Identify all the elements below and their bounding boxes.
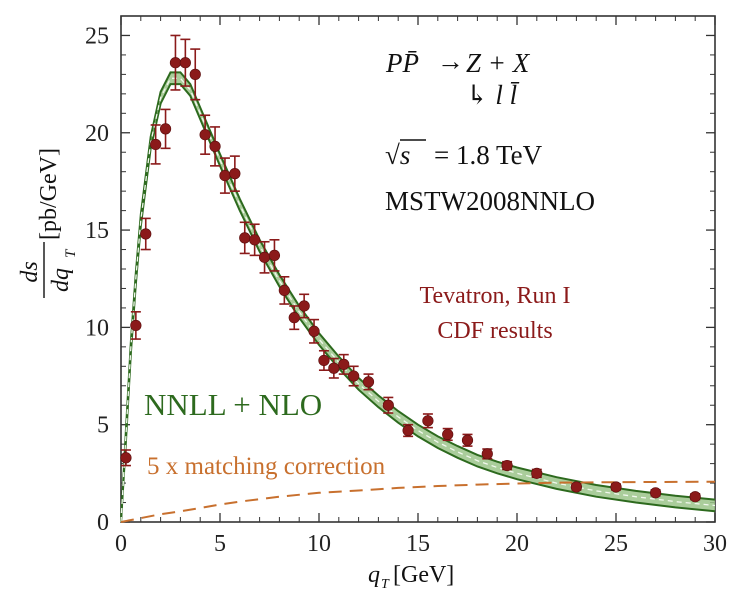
y-tick-label: 25 bbox=[85, 23, 109, 49]
x-tick-label: 30 bbox=[703, 531, 727, 557]
cdf-data-point bbox=[362, 376, 375, 388]
cdf-data-point bbox=[402, 424, 414, 437]
y-label-den-sub: T bbox=[63, 248, 79, 258]
y-tick-label: 15 bbox=[85, 218, 109, 244]
x-axis-label: q T [GeV] bbox=[368, 562, 454, 592]
x-tick-label: 5 bbox=[214, 531, 226, 557]
cdf-data-point bbox=[159, 123, 172, 135]
cdf-data-point bbox=[239, 232, 251, 244]
energy-annotation: √s = 1.8 TeV bbox=[385, 139, 543, 170]
x-tick-label: 20 bbox=[505, 531, 529, 557]
axis-ticks: 0 5 10 15 20 25 30 0 5 10 15 20 25 bbox=[85, 15, 727, 557]
matching-correction-label: 5 x matching correction bbox=[147, 453, 386, 480]
matching-correction-curve bbox=[120, 480, 716, 523]
nnll-uncertainty-band bbox=[121, 72, 715, 523]
x-label-main: q bbox=[368, 562, 380, 588]
energy-sqrt: √s bbox=[385, 140, 410, 170]
y-tick-label: 20 bbox=[85, 121, 109, 147]
cdf-data-point bbox=[689, 491, 701, 503]
y-label-unit: [pb/GeV] bbox=[36, 148, 62, 240]
cdf-data-point bbox=[481, 448, 493, 460]
y-axis-label: ds dq T [pb/GeV] bbox=[17, 148, 79, 298]
cdf-data-point bbox=[461, 434, 474, 446]
process-rhs: Z + X bbox=[466, 48, 531, 78]
cdf-data-point bbox=[120, 452, 132, 464]
cdf-data-point bbox=[130, 319, 142, 332]
experiment-label-line1: Tevatron, Run I bbox=[420, 283, 571, 309]
cdf-data-point bbox=[179, 57, 191, 69]
plot-frame bbox=[120, 15, 716, 523]
matching-correction-layer bbox=[120, 480, 716, 523]
cdf-data-point bbox=[422, 415, 434, 427]
cdf-data-point bbox=[298, 300, 310, 312]
cdf-data-point bbox=[570, 481, 583, 493]
cdf-data-point bbox=[189, 68, 201, 80]
process-arrow: → bbox=[437, 46, 464, 76]
cdf-data-point bbox=[501, 459, 513, 472]
cdf-data-point bbox=[348, 370, 360, 382]
cdf-data-point bbox=[382, 399, 394, 411]
nnll-central-line bbox=[120, 77, 716, 523]
y-tick-label: 0 bbox=[97, 510, 109, 536]
y-label-num: ds bbox=[17, 261, 43, 282]
cdf-data-point bbox=[249, 234, 261, 246]
cdf-data-point bbox=[278, 284, 290, 297]
cdf-data-point bbox=[328, 362, 340, 374]
experiment-label-line2: CDF results bbox=[437, 318, 552, 344]
y-tick-label: 10 bbox=[85, 315, 109, 341]
x-tick-label: 25 bbox=[604, 531, 628, 557]
cdf-data-point bbox=[649, 487, 662, 499]
cdf-data-point bbox=[338, 358, 350, 370]
cdf-data-point bbox=[318, 354, 330, 367]
cdf-data-point bbox=[209, 140, 221, 152]
cdf-data-point bbox=[169, 57, 182, 69]
y-label-den: dq bbox=[48, 268, 74, 292]
cdf-points-layer bbox=[120, 34, 701, 503]
energy-value: = 1.8 TeV bbox=[434, 140, 543, 170]
cdf-data-point bbox=[308, 325, 320, 337]
x-tick-label: 0 bbox=[115, 531, 127, 557]
cdf-data-point bbox=[531, 467, 543, 479]
x-label-sub: T bbox=[381, 577, 390, 592]
cdf-data-point bbox=[258, 251, 271, 263]
cdf-data-point bbox=[610, 481, 622, 493]
cdf-data-point bbox=[268, 249, 281, 261]
y-tick-label: 5 bbox=[97, 413, 109, 439]
cdf-data-point bbox=[140, 228, 152, 240]
x-label-unit: [GeV] bbox=[393, 562, 454, 588]
nnll-series-label: NNLL + NLO bbox=[144, 387, 322, 422]
pdf-set-label: MSTW2008NNLO bbox=[385, 186, 595, 216]
cdf-data-point bbox=[219, 169, 231, 182]
cdf-data-point bbox=[199, 129, 211, 141]
process-annotation: PP̄ → Z + X ↳ l l̄ bbox=[385, 46, 531, 110]
process-decay: ↳ l l̄ bbox=[466, 80, 520, 110]
process-lhs: PP̄ bbox=[385, 48, 419, 78]
cdf-data-point bbox=[150, 138, 162, 151]
cdf-data-point bbox=[288, 312, 300, 324]
cdf-data-point bbox=[229, 168, 241, 180]
x-tick-label: 10 bbox=[307, 531, 331, 557]
x-tick-label: 15 bbox=[406, 531, 430, 557]
cdf-data-point bbox=[442, 428, 454, 441]
